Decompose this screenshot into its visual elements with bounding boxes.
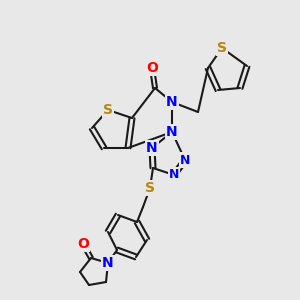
Text: O: O bbox=[77, 237, 89, 251]
Text: S: S bbox=[103, 103, 113, 117]
Text: N: N bbox=[146, 141, 158, 155]
Text: S: S bbox=[145, 181, 155, 195]
Text: N: N bbox=[102, 256, 114, 270]
Text: N: N bbox=[169, 169, 179, 182]
Text: S: S bbox=[217, 41, 227, 55]
Text: N: N bbox=[166, 125, 178, 139]
Text: N: N bbox=[180, 154, 190, 166]
Text: O: O bbox=[146, 61, 158, 75]
Text: N: N bbox=[166, 95, 178, 109]
